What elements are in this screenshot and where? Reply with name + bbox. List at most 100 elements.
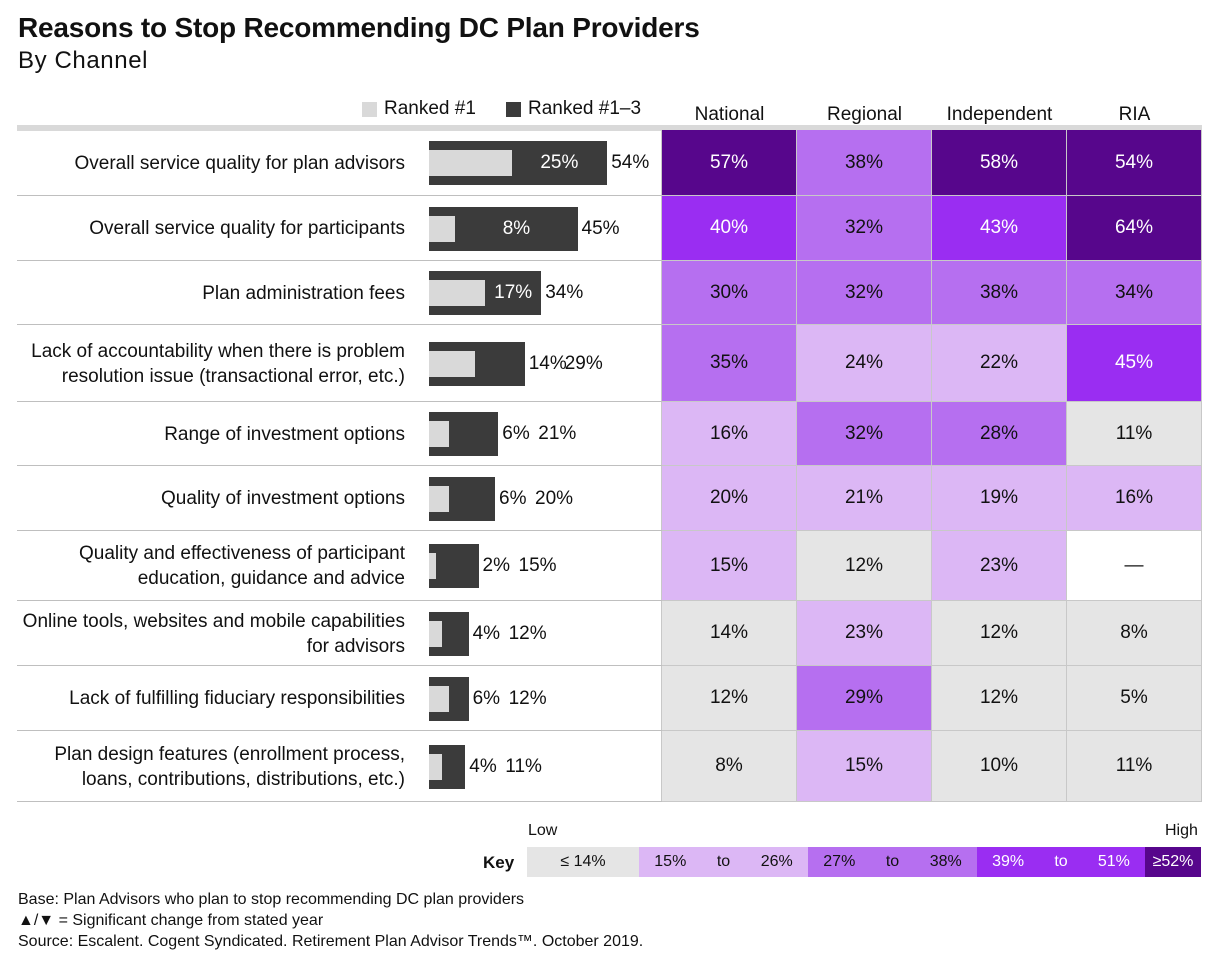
row-separator [17,530,662,531]
heatmap-cell: 12% [932,666,1067,731]
bar-label-ranked1: 8% [502,218,531,239]
row-label: Plan design features (enrollment process… [54,743,405,790]
footnote-significance: ▲/▼ = Significant change from stated yea… [18,912,324,929]
heatmap-cell: 16% [1067,466,1202,531]
heatmap-cell: 40% [662,196,797,261]
heatmap-cell: 32% [797,196,932,261]
bar-ranked13 [429,412,499,456]
heatmap-left-border [661,130,662,802]
bar-label-ranked13: 45% [581,218,620,239]
heatmap-cell: 20% [662,466,797,531]
bar-label-ranked13: 15% [518,555,557,576]
row-label: Overall service quality for participants [89,218,405,239]
heatmap-cell: 8% [662,731,797,802]
bar-ranked13 [429,271,542,315]
row-separator [17,665,662,666]
column-header-independent: Independent [946,104,1053,125]
legend-ranked13: Ranked #1–3 [506,98,641,120]
row-separator [17,600,662,601]
heatmap-cell: 28% [932,402,1067,466]
bar-label-ranked1: 6% [499,488,527,509]
chart-subtitle: By Channel [18,47,149,74]
row-label: Plan administration fees [202,282,405,304]
heatmap-cell: 12% [662,666,797,731]
bar-ranked13 [429,342,525,386]
heatmap-cell: 11% [1067,731,1202,802]
key-segment: 39% to 51% [977,847,1145,877]
heatmap-cell: 14% [662,601,797,666]
row-separator [17,260,662,261]
row-separator [17,730,662,731]
key-segment: 15% to 26% [639,847,808,877]
bar-ranked1 [429,351,476,377]
legend-swatch-dark [506,101,521,117]
bar-ranked1 [429,686,449,712]
heatmap-cell: 32% [797,261,932,325]
row-label: Online tools, websites and mobile capabi… [22,610,405,657]
heatmap-cell: 38% [797,130,932,196]
bar-ranked13 [429,612,469,656]
footnote-source: Source: Escalent. Cogent Syndicated. Ret… [18,933,644,950]
heatmap-cell: 38% [932,261,1067,325]
heatmap-cell: 29% [797,666,932,731]
heatmap-cell: 12% [797,531,932,601]
key-low-label: Low [528,822,558,839]
key-segment-text: 38% [929,853,962,870]
heatmap-cell: — [1067,531,1202,601]
bar-label-ranked13: 54% [611,152,650,173]
bar-label-ranked1: 14% [528,353,567,374]
key-label: Key [483,853,515,872]
bar-ranked1 [429,280,486,306]
heatmap-cell: 23% [797,601,932,666]
legend-swatch-light [362,101,377,117]
legend-ranked1: Ranked #1 [362,98,476,120]
heatmap-cell: 45% [1067,325,1202,402]
key-segment-text: 51% [1097,853,1130,870]
bar-ranked1 [429,553,436,579]
heatmap-cell: 24% [797,325,932,402]
row-label: Range of investment options [164,423,405,445]
row-label: Lack of fulfilling fiduciary responsibil… [69,688,405,709]
heatmap-cell: 15% [662,531,797,601]
heatmap-cell: 30% [662,261,797,325]
heatmap-cell: 58% [932,130,1067,196]
bar-ranked13 [429,745,466,789]
row-label: Quality and effectiveness of participant… [78,543,405,589]
bar-ranked13 [429,207,578,251]
bar-ranked13 [429,141,608,185]
key-segment-text: ≤ 14% [560,853,606,870]
column-header-national: National [694,104,765,125]
bar-ranked1 [429,621,443,647]
heatmap-cell: 10% [932,731,1067,802]
key-segment-text: to [1054,853,1068,870]
bar-label-ranked1: 6% [472,688,501,709]
heatmap-cell: 35% [662,325,797,402]
legend-ranked1-label: Ranked #1 [384,98,476,119]
key-segment: 27% to 38% [808,847,977,877]
key-high-label: High [1165,822,1198,839]
heatmap-cell: 22% [932,325,1067,402]
key-segment: ≤ 14% [527,847,639,877]
legend-ranked13-label: Ranked #1–3 [528,98,642,119]
bar-label-ranked1: 4% [472,623,501,644]
column-header-ria: RIA [1118,104,1151,125]
row-label: Overall service quality for plan advisor… [74,152,405,174]
bar-ranked13 [429,677,469,721]
heatmap-cell: 64% [1067,196,1202,261]
bar-label-ranked13: 20% [535,488,574,509]
heatmap-cell: 11% [1067,402,1202,466]
heatmap-cell: 8% [1067,601,1202,666]
bar-ranked1 [429,486,449,512]
heatmap-cell: 54% [1067,130,1202,196]
bar-label-ranked13: 12% [508,623,547,644]
bar-ranked1 [429,754,443,780]
heatmap-cell: 16% [662,402,797,466]
key-segment-text: ≥52% [1152,853,1194,870]
footnote-base: Base: Plan Advisors who plan to stop rec… [18,891,525,908]
bar-ranked1 [429,150,512,176]
bar-label-ranked13: 11% [505,756,542,777]
key-segment-text: to [885,853,900,870]
heatmap-cell: 57% [662,130,797,196]
heatmap-cell: 15% [797,731,932,802]
row-label: Lack of accountability when there is pro… [31,340,405,387]
